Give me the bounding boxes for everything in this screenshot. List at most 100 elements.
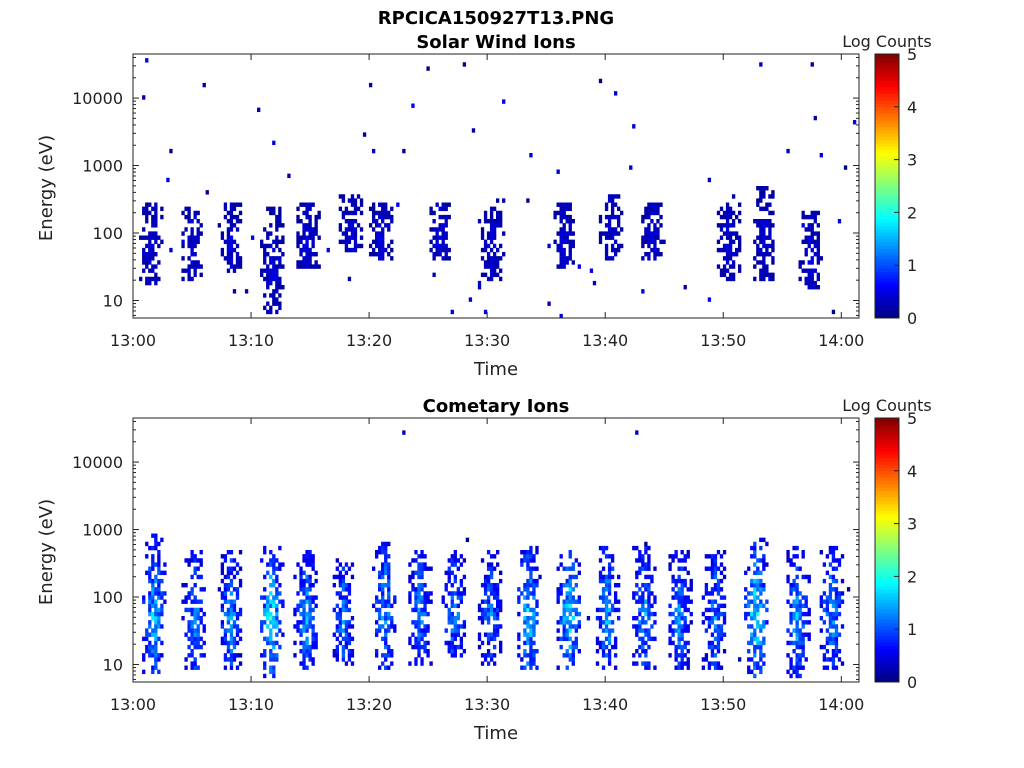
heatmap-cell [226,644,231,650]
heatmap-cell [822,653,827,658]
heatmap-cell [196,636,200,642]
heatmap-cell [190,227,194,232]
heatmap-cell [750,636,754,642]
heatmap-cell [647,231,651,236]
heatmap-cell [190,661,194,666]
heatmap-cell [707,640,712,646]
heatmap-cell [302,570,306,576]
colorbar-segment [875,553,899,557]
heatmap-cell [154,636,158,642]
colorbar-segment [875,672,899,676]
heatmap-cell [314,570,318,576]
heatmap-cell [311,566,315,571]
heatmap-cell [278,214,282,220]
heatmap-cell [272,566,276,571]
colorbar-segment [875,589,899,594]
heatmap-cell [713,566,718,571]
heatmap-cell [674,644,678,650]
heatmap-cell [184,583,188,588]
heatmap-cell [305,665,309,670]
heatmap-cell [568,599,572,604]
heatmap-cell [308,562,312,567]
heatmap-cell [768,210,772,216]
heatmap-cell [641,566,645,571]
heatmap-cell [384,545,388,551]
heatmap-cell [163,591,167,596]
heatmap-cell [810,227,814,232]
heatmap-cell [417,570,421,576]
heatmap-cell [828,545,833,551]
heatmap-cell [680,603,684,609]
heatmap-cell [444,219,448,224]
heatmap-cell [378,223,382,228]
heatmap-cell [526,591,530,596]
heatmap-cell [154,644,158,650]
heatmap-cell [378,570,382,576]
heatmap-cell [816,235,820,240]
heatmap-cell [190,558,194,563]
heatmap-cell [390,620,394,625]
heatmap-cell [423,624,427,629]
heatmap-cell [489,570,494,576]
heatmap-cell [238,607,243,613]
heatmap-cell [151,587,155,592]
heatmap-cell [426,628,430,633]
heatmap-cell [734,247,739,253]
heatmap-cell [305,235,309,240]
heatmap-cell [789,661,793,666]
colorbar-border [874,417,900,683]
heatmap-cell [526,550,530,555]
heatmap-cell [335,591,339,596]
heatmap-cell [381,206,385,212]
heatmap-cell [837,599,842,604]
heatmap-cell [387,595,391,600]
heatmap-cell [226,550,231,555]
heatmap-cell [565,583,569,588]
heatmap-cell [571,239,575,245]
colorbar-segment [875,625,899,630]
heatmap-cell [269,669,273,675]
heatmap-cell [269,272,273,278]
heatmap-cell [577,595,581,600]
heatmap-cell [747,624,751,629]
heatmap-cell [704,616,709,621]
heatmap-cell [480,653,485,658]
colorbar-segment [875,298,899,302]
heatmap-cell [263,636,267,642]
heatmap-cell [744,611,748,617]
heatmap-cell [338,574,343,580]
heatmap-cell [668,554,672,559]
heatmap-cell [181,276,185,282]
heatmap-cell [417,583,421,588]
heatmap-cell [238,636,243,642]
heatmap-cell [613,227,618,232]
heatmap-cell [441,231,445,236]
heatmap-cell [444,243,448,249]
heatmap-cell [187,636,191,642]
heatmap-cell [272,673,276,679]
x-axis-label: Time [473,359,518,380]
colorbar-segment [875,275,899,279]
heatmap-cell [350,198,355,203]
heatmap-cell [486,256,491,261]
heatmap-cell [163,599,167,604]
heatmap-cell [311,264,315,269]
heatmap-cell [798,661,802,666]
heatmap-cell [819,616,823,621]
heatmap-cell [299,578,303,584]
heatmap-cell [154,231,158,236]
heatmap-cell [710,554,715,559]
heatmap-cell [765,272,769,278]
heatmap-cell [275,301,279,306]
heatmap-cell [831,632,836,637]
heatmap-cell [789,640,793,646]
heatmap-cell [529,628,533,633]
heatmap-cell [738,219,742,224]
heatmap-cell [680,550,684,555]
heatmap-cell [154,264,158,269]
heatmap-cell [713,607,718,613]
heatmap-cell [520,550,524,555]
heatmap-cell [154,280,158,286]
heatmap-cell [617,247,621,253]
heatmap-cell [396,202,400,207]
